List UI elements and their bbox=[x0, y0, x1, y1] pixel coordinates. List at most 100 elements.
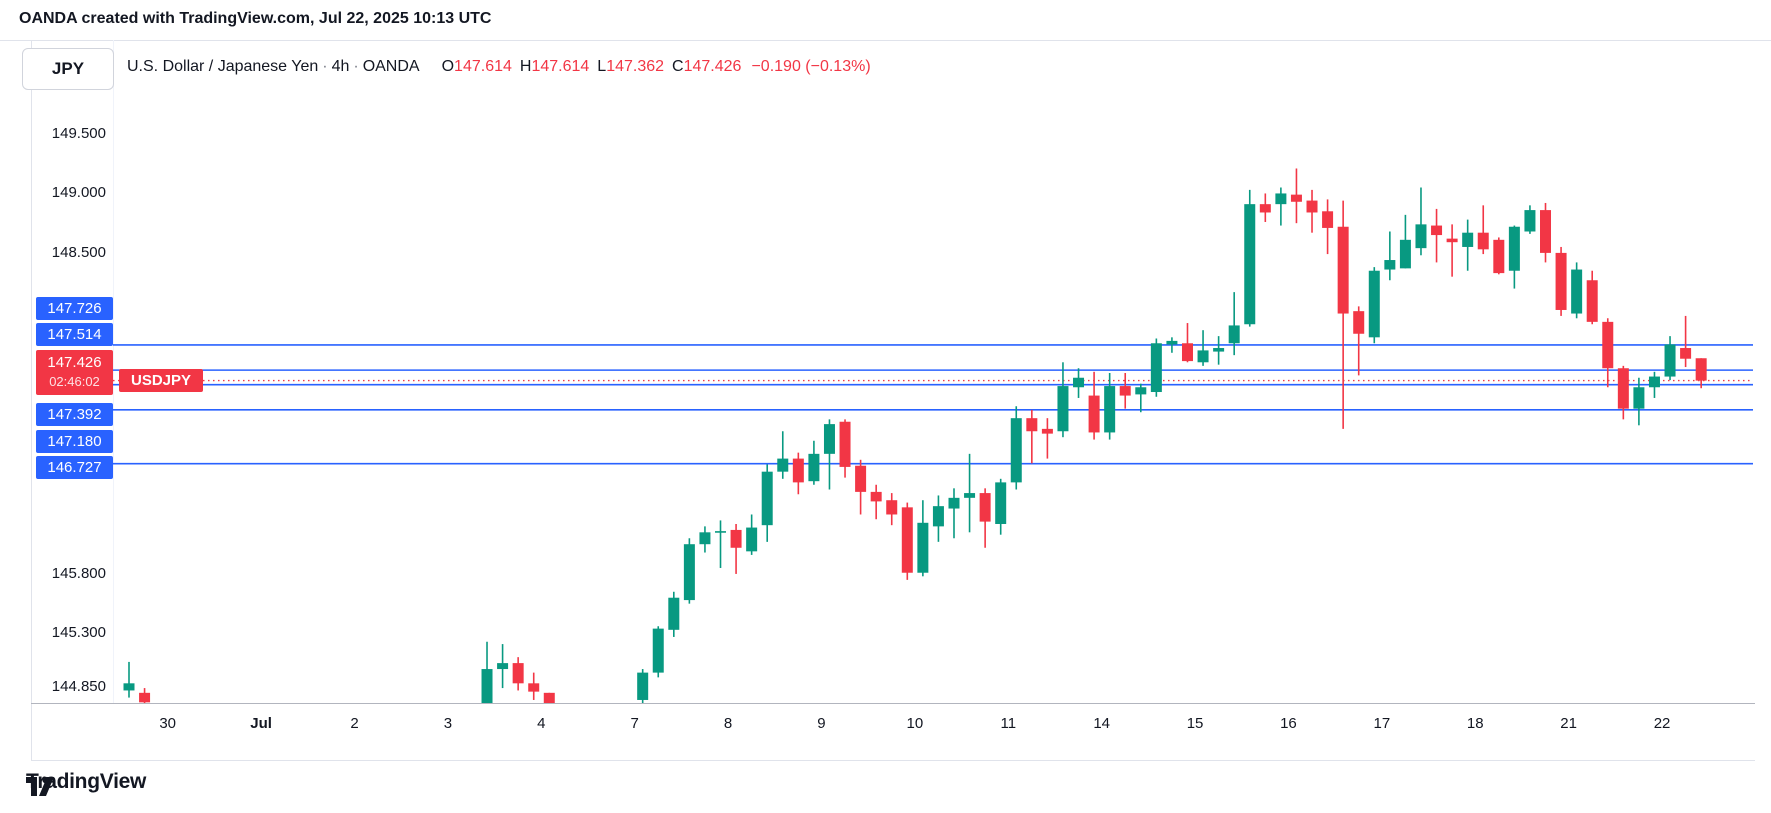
candle-6-30-5 bbox=[201, 752, 212, 794]
candle-7-3-22 bbox=[466, 800, 477, 813]
price-line-badge-147.726: 147.726 bbox=[36, 296, 113, 320]
candle-7-18-89 bbox=[1508, 225, 1520, 289]
candle-7-11-59 bbox=[1041, 418, 1053, 459]
candle-7-10-53 bbox=[948, 488, 960, 539]
candle-7-22-99 bbox=[1664, 336, 1676, 381]
candle-7-11-61 bbox=[1073, 368, 1085, 398]
candle-7-4-30 bbox=[590, 726, 601, 743]
candle-7-10-52 bbox=[932, 495, 944, 542]
tradingview-logo[interactable]: TradingView bbox=[26, 770, 147, 796]
price-axis-label-149.000: 149.000 bbox=[51, 184, 106, 202]
candle-7-7-34 bbox=[652, 626, 664, 678]
time-axis-label-10: 10 bbox=[906, 715, 924, 732]
change-value: −0.190 (−0.13%) bbox=[751, 58, 871, 75]
candle-7-15-72 bbox=[1244, 189, 1256, 327]
candle-7-16-77 bbox=[1322, 199, 1334, 255]
candle-7-7-37 bbox=[699, 526, 711, 553]
symbol-text: JPY bbox=[51, 59, 85, 78]
candle-7-15-71 bbox=[1228, 292, 1240, 356]
candle-7-18-90 bbox=[1524, 205, 1536, 234]
price-axis-label-149.500: 149.500 bbox=[51, 125, 106, 142]
price-line-badge-147.180: 147.180 bbox=[36, 429, 113, 453]
candle-7-9-49 bbox=[886, 493, 898, 526]
candle-7-2-17 bbox=[388, 788, 399, 813]
candle-7-21-97 bbox=[1633, 377, 1645, 426]
candle-7-4-31 bbox=[606, 723, 617, 741]
candle-7-3-24 bbox=[497, 644, 509, 689]
candle-7-3-25 bbox=[512, 657, 524, 691]
candle-7-8-41 bbox=[761, 464, 773, 542]
tradingview-logo-text: TradingView bbox=[26, 770, 147, 793]
candle-7-18-91 bbox=[1540, 202, 1552, 263]
candle-7-17-86 bbox=[1462, 219, 1474, 271]
candle-7-7-38 bbox=[715, 520, 727, 568]
candle-7-21-94 bbox=[1586, 270, 1598, 325]
candle-7-4-28 bbox=[559, 711, 570, 741]
candle-7-16-76 bbox=[1306, 189, 1318, 233]
exchange-label: OANDA bbox=[362, 58, 420, 75]
candle-7-21-96 bbox=[1617, 365, 1629, 420]
candle-7-2-18 bbox=[404, 776, 415, 813]
candle-7-11-62 bbox=[1088, 371, 1100, 440]
chart-bottom-border bbox=[31, 760, 1755, 761]
time-axis-label-16: 16 bbox=[1280, 715, 1297, 732]
candle-7-22-100 bbox=[1680, 315, 1692, 368]
candle-7-14-64 bbox=[1119, 372, 1131, 409]
candle-7-3-26 bbox=[528, 672, 540, 700]
time-axis-divider bbox=[31, 703, 1755, 704]
symbol-title: U.S. Dollar / Japanese Yen bbox=[127, 58, 319, 75]
price-axis-label-144.850: 144.850 bbox=[51, 677, 106, 695]
time-axis-label-21: 21 bbox=[1560, 715, 1577, 732]
candle-7-17-81 bbox=[1384, 231, 1396, 281]
price-axis-label-145.300: 145.300 bbox=[51, 624, 106, 642]
price-line-symbol-label: USDJPY bbox=[119, 369, 204, 393]
candle-7-4-27 bbox=[543, 692, 555, 703]
candle-7-15-74 bbox=[1275, 187, 1287, 226]
price-line-badge-146.727: 146.727 bbox=[36, 455, 113, 479]
current-price-badge: 147.426 02:46:02 bbox=[36, 349, 113, 395]
candle-7-10-56 bbox=[995, 478, 1007, 535]
candle-7-16-75 bbox=[1290, 168, 1302, 224]
candle-7-18-87 bbox=[1477, 205, 1489, 255]
candle-7-10-55 bbox=[979, 488, 991, 548]
candle-7-17-85 bbox=[1446, 224, 1458, 277]
time-axis-label-Jul: Jul bbox=[250, 715, 272, 732]
candle-7-21-93 bbox=[1571, 262, 1583, 319]
candle-7-10-51 bbox=[917, 500, 929, 577]
candle-7-1-9 bbox=[264, 774, 275, 813]
candle-6-30-8 bbox=[248, 764, 259, 790]
time-axis-label-3: 3 bbox=[443, 715, 453, 732]
candle-7-8-42 bbox=[777, 431, 789, 479]
interval-label: 4h bbox=[331, 58, 350, 75]
header-divider bbox=[0, 40, 1771, 41]
time-axis-label-8: 8 bbox=[723, 715, 733, 732]
candle-7-17-84 bbox=[1431, 208, 1443, 263]
candle-7-14-68 bbox=[1181, 323, 1193, 363]
candle-6-27-1 bbox=[139, 688, 151, 703]
candle-7-7-36 bbox=[683, 538, 695, 604]
chart-left-border bbox=[31, 40, 32, 760]
candle-7-17-83 bbox=[1415, 187, 1427, 256]
candle-7-3-23 bbox=[481, 641, 493, 703]
candle-7-14-66 bbox=[1150, 338, 1162, 397]
candle-7-21-98 bbox=[1648, 371, 1660, 398]
candle-7-9-48 bbox=[870, 484, 882, 520]
candle-7-18-88 bbox=[1493, 237, 1505, 275]
candle-7-9-45 bbox=[823, 419, 835, 490]
ohlc-values: O147.614 H147.614 L147.362 C147.426 bbox=[441, 58, 742, 75]
symbol-search-box[interactable]: JPY bbox=[22, 48, 114, 90]
chart-legend[interactable]: U.S. Dollar / Japanese Yen · 4h · OANDA O147.… bbox=[127, 58, 871, 75]
candle-7-8-43 bbox=[792, 452, 804, 495]
price-axis-label-148.500: 148.500 bbox=[51, 243, 106, 261]
candle-7-15-70 bbox=[1213, 336, 1225, 365]
candle-7-8-40 bbox=[746, 514, 758, 555]
candle-7-9-47 bbox=[855, 459, 867, 515]
time-axis-label-4: 4 bbox=[537, 715, 546, 732]
candle-7-11-58 bbox=[1026, 409, 1038, 464]
candle-7-9-46 bbox=[839, 419, 851, 478]
candle-7-16-78 bbox=[1337, 200, 1349, 429]
price-axis-label-145.800: 145.800 bbox=[51, 564, 106, 582]
time-axis-label-15: 15 bbox=[1186, 715, 1204, 732]
candle-7-22-101 bbox=[1695, 358, 1707, 389]
